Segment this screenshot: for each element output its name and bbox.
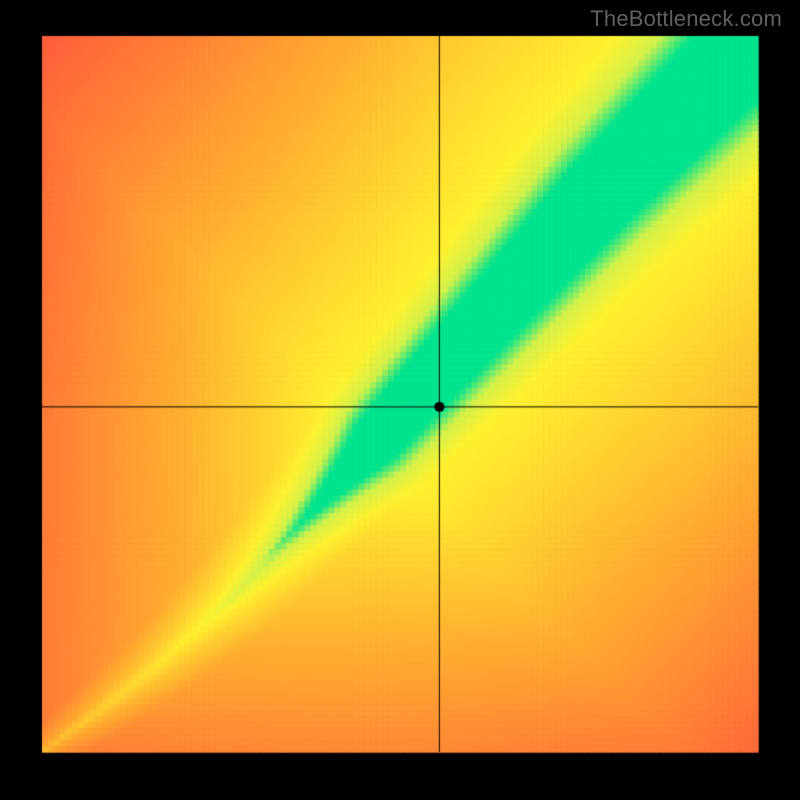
watermark-label: TheBottleneck.com [590, 6, 782, 32]
gradient-heatmap-canvas [0, 0, 800, 800]
chart-container: TheBottleneck.com [0, 0, 800, 800]
